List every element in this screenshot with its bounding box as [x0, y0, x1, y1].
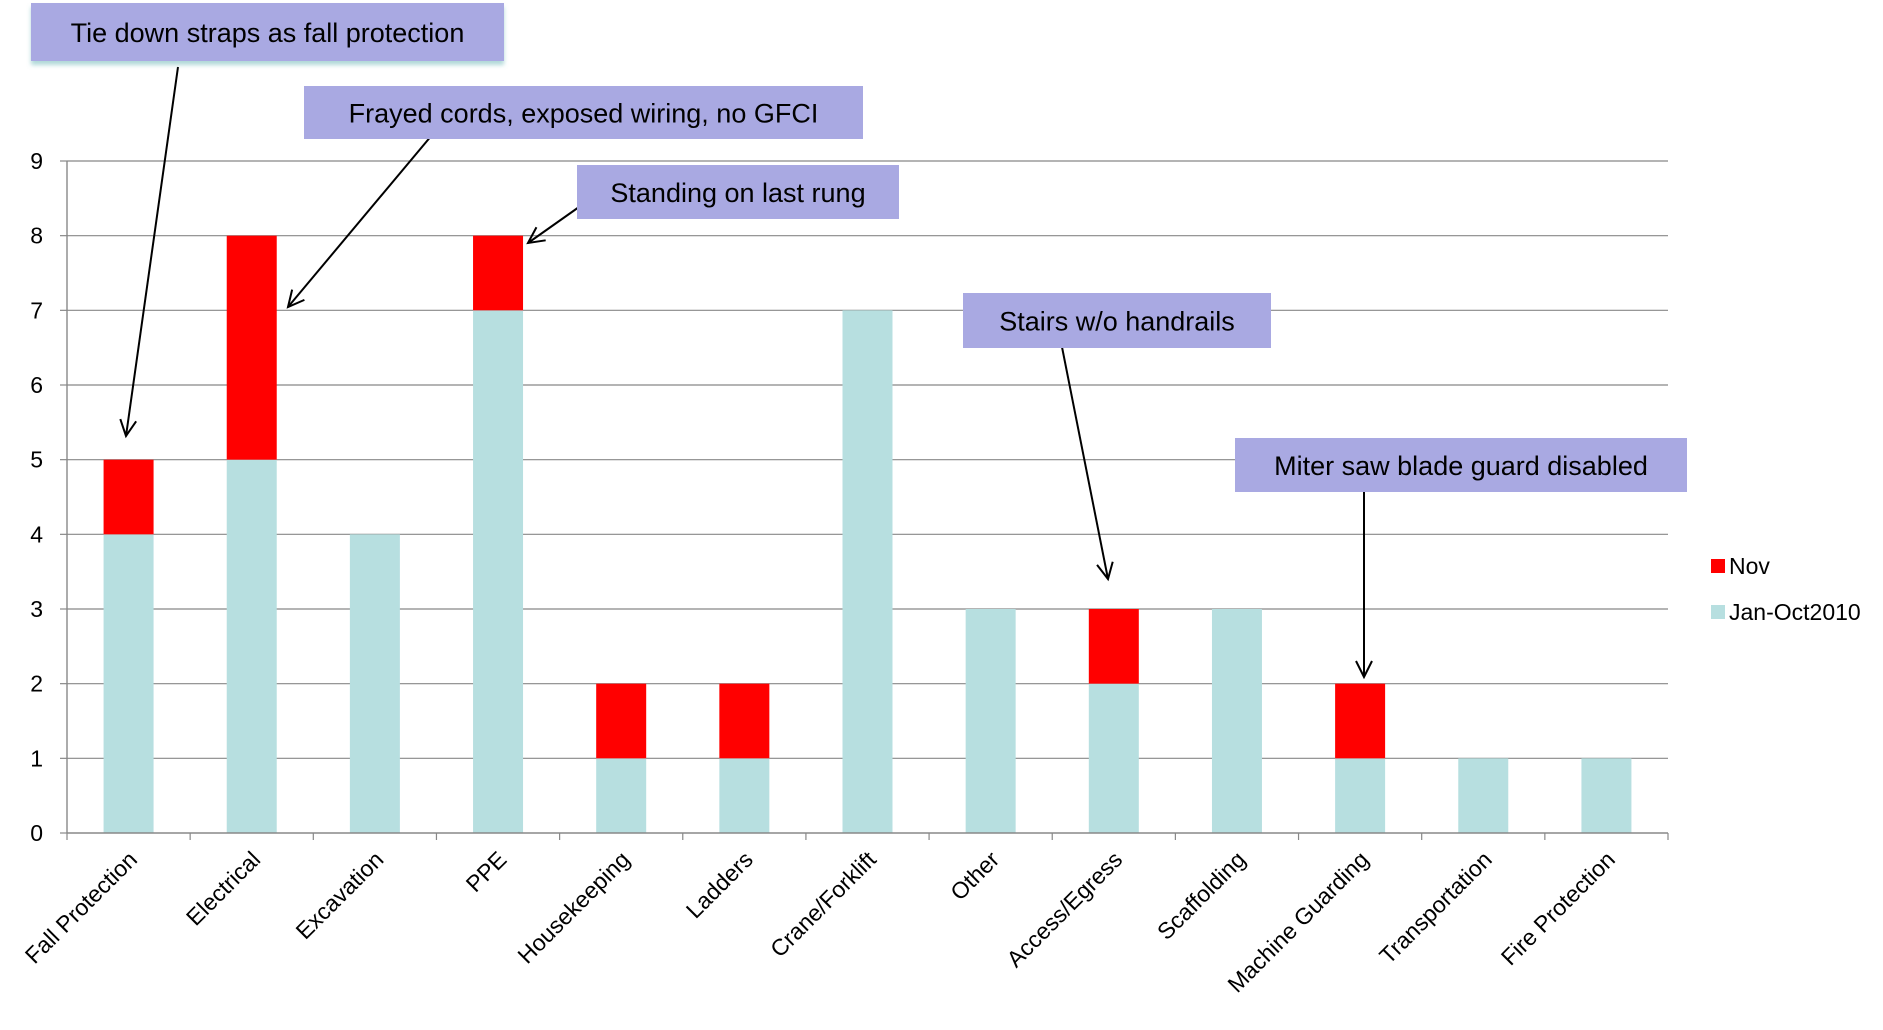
annotation-box: [577, 165, 899, 219]
y-tick-label: 0: [30, 820, 43, 846]
y-tick-label: 9: [30, 148, 43, 174]
annotation-callout: Frayed cords, exposed wiring, no GFCI: [286, 86, 863, 309]
bar-jan-oct: [1581, 758, 1632, 833]
arrowhead-icon: [286, 289, 305, 309]
y-tick-label: 6: [30, 372, 43, 398]
bar-nov: [226, 235, 277, 460]
annotation-callout: Standing on last rung: [526, 165, 899, 245]
annotation-text: Frayed cords, exposed wiring, no GFCI: [349, 99, 819, 129]
legend: Nov Jan-Oct2010: [1711, 553, 1861, 625]
annotation-text: Standing on last rung: [610, 178, 865, 208]
y-tick-label: 1: [30, 745, 43, 771]
category-label: Access/Egress: [1001, 846, 1127, 972]
category-label: Electrical: [181, 846, 265, 930]
annotation-callout: Stairs w/o handrails: [963, 293, 1271, 582]
arrowhead-icon: [119, 418, 137, 439]
annotation-text: Miter saw blade guard disabled: [1274, 451, 1648, 481]
legend-label: Jan-Oct2010: [1729, 599, 1861, 625]
bar-nov: [473, 235, 524, 311]
category-label: Fire Protection: [1496, 846, 1620, 970]
category-label: Fall Protection: [20, 846, 142, 968]
annotation-box: [31, 3, 504, 61]
annotation-text: Stairs w/o handrails: [999, 307, 1235, 337]
bar-jan-oct: [349, 534, 400, 833]
bar-nov: [596, 683, 647, 759]
bar-jan-oct: [1335, 758, 1386, 833]
bar-jan-oct: [226, 459, 277, 833]
bar-jan-oct: [596, 758, 647, 833]
annotation-box: [963, 293, 1271, 348]
arrowhead-icon: [526, 226, 546, 245]
arrowhead-icon: [1096, 561, 1114, 582]
legend-label: Nov: [1729, 553, 1770, 579]
bar-nov: [1088, 609, 1139, 684]
category-label: Housekeeping: [512, 846, 634, 968]
annotation-arrow: [287, 134, 433, 308]
bar-jan-oct: [1458, 758, 1509, 833]
bar-jan-oct: [842, 310, 893, 833]
category-label: PPE: [461, 846, 512, 897]
annotation-callout: Tie down straps as fall protection: [31, 3, 504, 439]
arrowhead-icon: [1355, 660, 1373, 680]
bar-jan-oct: [965, 609, 1016, 833]
annotation-arrow: [1060, 341, 1109, 580]
bar-jan-oct: [1211, 609, 1262, 833]
annotation-arrow: [125, 66, 179, 437]
category-label: Excavation: [290, 846, 388, 944]
annotation-box: [1235, 438, 1687, 492]
category-label: Transportation: [1374, 846, 1497, 969]
category-label: Other: [945, 846, 1004, 905]
y-tick-label: 3: [30, 596, 43, 622]
y-tick-label: 8: [30, 223, 43, 249]
bar-jan-oct: [719, 758, 770, 833]
annotation-callout: Miter saw blade guard disabled: [1235, 438, 1687, 680]
legend-swatch: [1711, 559, 1725, 573]
bar-nov: [1335, 683, 1386, 759]
y-tick-label: 5: [30, 447, 43, 473]
category-label: Ladders: [681, 846, 758, 923]
bar-jan-oct: [1088, 683, 1139, 833]
bar-nov: [103, 459, 154, 535]
bars: [103, 235, 1632, 833]
bar-nov: [719, 683, 770, 759]
bar-jan-oct: [473, 310, 524, 833]
annotations: Tie down straps as fall protection Frayed…: [31, 3, 1687, 680]
bar-jan-oct: [103, 534, 154, 833]
y-tick-label: 4: [30, 521, 43, 547]
category-label: Scaffolding: [1152, 846, 1251, 945]
annotation-text: Tie down straps as fall protection: [71, 18, 465, 48]
y-tick-label: 7: [30, 297, 43, 323]
category-label: Crane/Forklift: [765, 846, 881, 962]
annotation-arrow: [527, 206, 580, 244]
y-tick-label: 2: [30, 671, 43, 697]
legend-swatch: [1711, 605, 1725, 619]
annotation-box: [304, 86, 863, 139]
